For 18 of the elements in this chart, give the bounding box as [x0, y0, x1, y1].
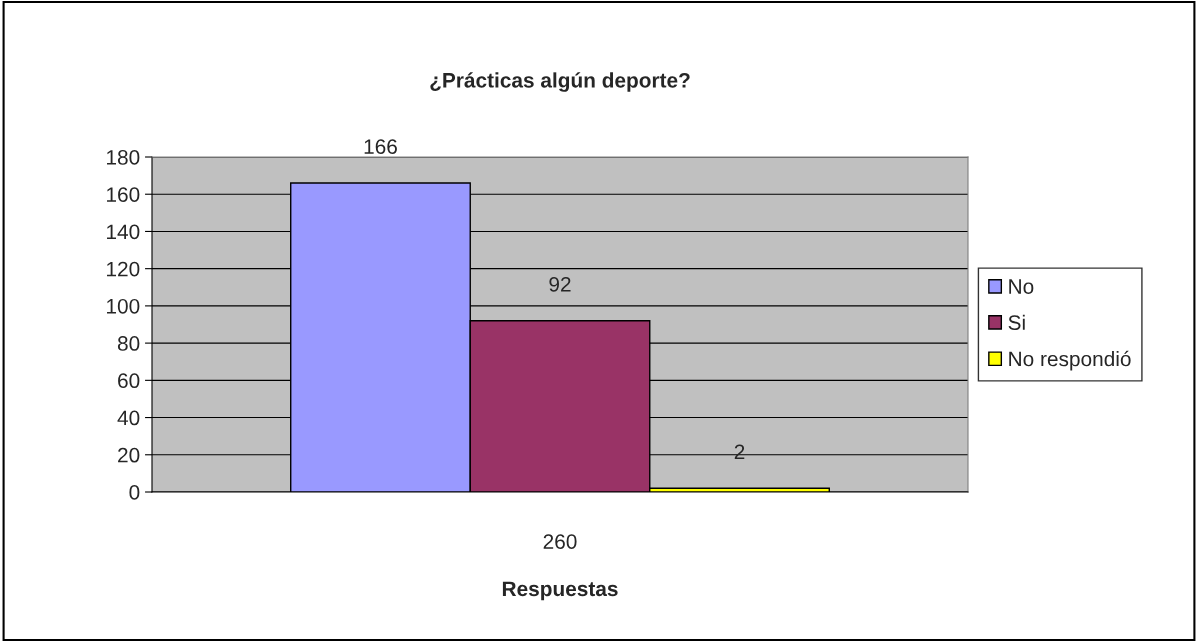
y-tick-label: 80 [117, 336, 140, 351]
y-tick-label: 180 [107, 150, 140, 165]
data-label: 92 [549, 276, 571, 292]
legend-label: No [1009, 279, 1034, 294]
x-axis-title: Respuestas [502, 581, 618, 601]
chart-title: ¿Prácticas algún deporte? [430, 72, 690, 92]
y-tick-label: 60 [118, 373, 140, 389]
y-tick-label: 20 [118, 447, 140, 463]
y-tick-label: 140 [107, 224, 140, 240]
legend-label: No respondió [1009, 350, 1131, 371]
y-tick-label: 40 [117, 410, 140, 426]
data-label: 166 [364, 139, 397, 154]
y-tick-label: 0 [129, 485, 140, 500]
x-tick-label: 260 [543, 534, 577, 549]
y-tick-label: 100 [107, 298, 140, 314]
y-tick-label: 160 [107, 187, 140, 202]
legend-label: Si [1008, 314, 1025, 330]
y-tick-label: 120 [107, 261, 140, 277]
